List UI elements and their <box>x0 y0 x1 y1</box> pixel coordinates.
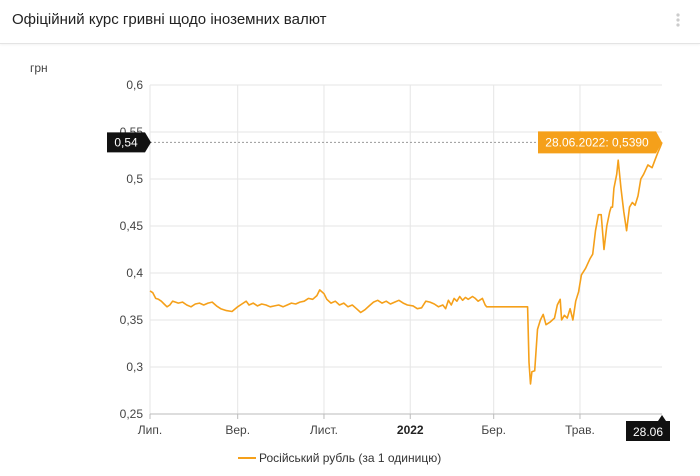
y-tick-label: 0,3 <box>126 360 143 374</box>
tooltip-text: 28.06.2022: 0,5390 <box>545 135 649 149</box>
x-cursor-badge: 28.06 <box>626 415 670 441</box>
y-tick-label: 0,5 <box>126 172 143 186</box>
y-tick-label: 0,35 <box>120 313 144 327</box>
x-tick-label: Вер. <box>225 423 250 437</box>
tooltip: 28.06.2022: 0,5390 <box>538 131 662 154</box>
x-tick-label: Лип. <box>138 423 162 437</box>
x-tick-label: Лист. <box>310 423 338 437</box>
x-tick-label: 2022 <box>397 423 424 437</box>
y-tick-label: 0,4 <box>126 266 143 280</box>
x-cursor-label: 28.06 <box>633 425 663 439</box>
y-tick-label: 0,45 <box>120 219 144 233</box>
legend[interactable]: Російський рубль (за 1 одиницю) <box>238 451 441 465</box>
legend-label: Російський рубль (за 1 одиницю) <box>259 451 441 465</box>
y-tick-label: 0,6 <box>126 78 143 92</box>
more-options-icon[interactable] <box>668 10 688 30</box>
chart-header: Офіційний курс гривні щодо іноземних вал… <box>0 0 700 44</box>
y-cursor-label: 0,54 <box>114 135 138 149</box>
y-axis-ticks: 0,250,30,350,40,450,50,550,6 <box>120 78 144 421</box>
y-cursor-badge: 0,54 <box>107 132 151 153</box>
y-tick-label: 0,25 <box>120 407 144 421</box>
y-gridlines <box>150 84 662 368</box>
x-axis-ticks: Лип. Вер. Лист. 2022 Бер. Трав. <box>138 414 595 437</box>
x-tick-label: Бер. <box>481 423 506 437</box>
page-title: Офіційний курс гривні щодо іноземних вал… <box>12 11 327 28</box>
series-line-rub[interactable] <box>149 142 663 385</box>
x-tick-label: Трав. <box>565 423 595 437</box>
x-gridlines <box>149 85 581 414</box>
y-axis-unit-label: грн <box>30 61 48 75</box>
